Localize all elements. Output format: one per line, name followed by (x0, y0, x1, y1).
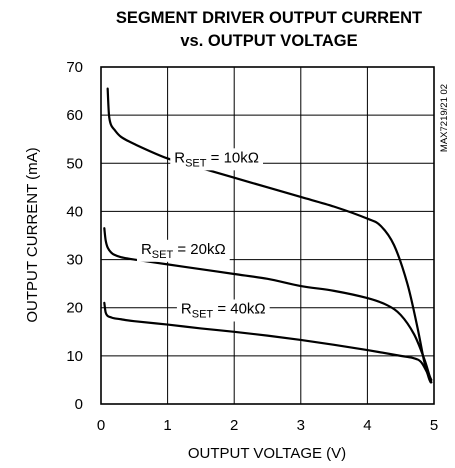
y-tick-label-7: 70 (66, 59, 83, 76)
y-tick-label-4: 40 (66, 203, 83, 220)
chart-subtitle: vs. OUTPUT VOLTAGE (180, 32, 357, 50)
curve-rset-10k (106, 87, 432, 384)
x-tick-label-0: 0 (97, 417, 105, 434)
label-rset-10k-background (170, 148, 264, 171)
label-rset-10k: RSET = 10kΩ (174, 149, 259, 169)
chart-title: SEGMENT DRIVER OUTPUT CURRENT (116, 9, 422, 27)
x-tick-label-3: 3 (297, 417, 305, 434)
y-axis-label: OUTPUT CURRENT (mA) (24, 147, 41, 322)
y-tick-label-3: 30 (66, 252, 83, 269)
x-tick-label-1: 1 (163, 417, 171, 434)
curve-rset-20k (103, 227, 433, 382)
label-rset-40k: RSET = 40kΩ (181, 300, 266, 320)
y-tick-label-5: 50 (66, 155, 83, 172)
x-tick-label-2: 2 (230, 417, 238, 434)
part-number: MAX7219/21 02 (439, 84, 450, 152)
y-tick-label-1: 10 (66, 348, 83, 365)
curves (103, 87, 433, 384)
x-tick-label-4: 4 (363, 417, 371, 434)
y-tick-label-0: 0 (75, 396, 83, 413)
y-tick-label-2: 20 (66, 300, 83, 317)
x-axis-label: OUTPUT VOLTAGE (V) (188, 445, 346, 462)
y-tick-labels: 0 10 20 30 40 50 60 70 (66, 59, 83, 413)
y-tick-label-6: 60 (66, 107, 83, 124)
curve-labels: RSET = 10kΩ RSET = 20kΩ RSET = 40kΩ (136, 148, 270, 322)
x-tick-label-5: 5 (430, 417, 438, 434)
label-rset-40k-background (176, 299, 270, 322)
x-tick-labels: 0 1 2 3 4 5 (97, 417, 438, 434)
label-rset-20k: RSET = 20kΩ (141, 241, 226, 261)
label-rset-20k-background (136, 239, 230, 262)
curve-rset-40k (103, 301, 433, 384)
plot-frame (100, 66, 435, 405)
